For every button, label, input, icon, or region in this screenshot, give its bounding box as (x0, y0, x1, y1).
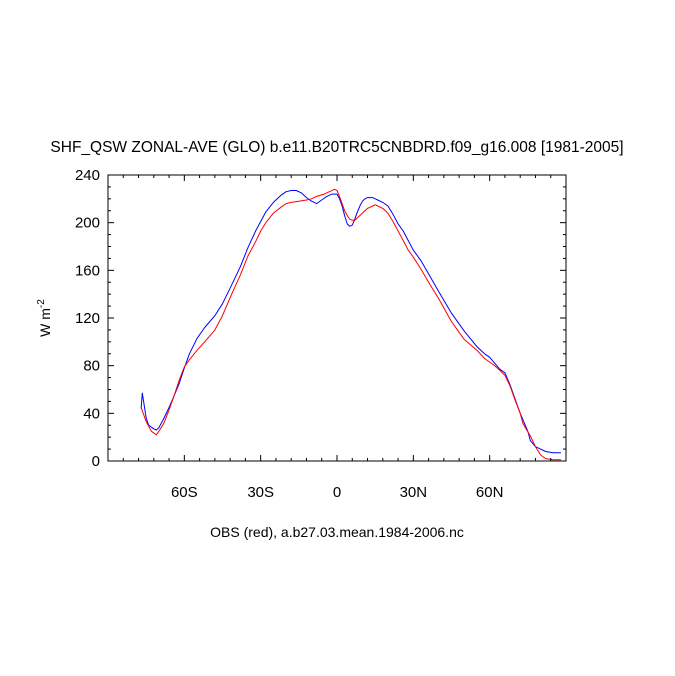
y-axis: 0 40 80 120 160 200 240 (75, 167, 566, 470)
y-tick-label: 80 (83, 358, 100, 375)
y-tick-label: 200 (75, 215, 100, 232)
plot-frame (107, 174, 567, 462)
x-tick-label: 0 (333, 484, 341, 501)
series-line-obs (140, 188, 561, 461)
series-layer (140, 188, 561, 461)
y-axis-label: W m-2 (36, 299, 53, 337)
series-line-model (140, 190, 561, 454)
x-axis: 60S 30S 0 30N 60N (122, 175, 552, 501)
x-tick-label: 30N (400, 484, 428, 501)
x-tick-label: 30S (247, 484, 274, 501)
x-axis-label: OBS (red), a.b27.03.mean.1984-2006.nc (210, 524, 464, 540)
y-tick-label: 40 (83, 405, 100, 422)
chart-title: SHF_QSW ZONAL-AVE (GLO) b.e11.B20TRC5CNB… (50, 139, 623, 156)
y-tick-label: 240 (75, 167, 100, 184)
x-tick-label: 60N (476, 484, 504, 501)
y-tick-label: 0 (92, 453, 100, 470)
y-tick-label: 160 (75, 262, 100, 279)
x-tick-label: 60S (171, 484, 198, 501)
y-tick-label: 120 (75, 310, 100, 327)
